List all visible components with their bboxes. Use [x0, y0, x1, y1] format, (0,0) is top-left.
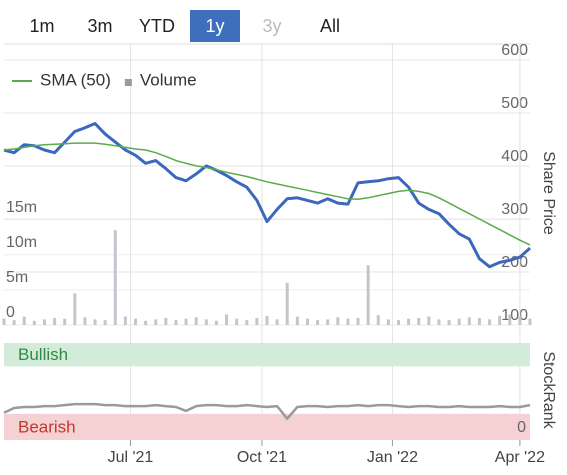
volume-bar — [397, 320, 400, 325]
volume-bar — [154, 319, 158, 325]
y2-tick-label: 0 — [6, 304, 15, 321]
volume-bar — [174, 320, 178, 325]
line — [3, 142, 531, 246]
volume-bar — [407, 318, 411, 325]
legend-swatch — [124, 79, 132, 86]
volume-bar — [113, 230, 117, 325]
volume-bar — [457, 318, 461, 325]
zone — [4, 413, 530, 440]
volume-bar — [508, 314, 512, 325]
volume-bar — [245, 320, 249, 325]
volume-bar — [528, 318, 532, 325]
volume-bar — [366, 265, 370, 325]
y2-tick-label: 10m — [6, 234, 37, 251]
volume-bar — [447, 320, 451, 325]
volume-bar — [386, 319, 390, 325]
range-button-bg[interactable] — [190, 10, 240, 42]
x-tick-label: Oct '21 — [237, 449, 287, 466]
volume-bar — [123, 316, 127, 325]
range-button[interactable]: 3m — [87, 16, 112, 36]
volume-bar — [467, 317, 471, 325]
line — [3, 122, 531, 269]
y-tick-label: 300 — [501, 201, 528, 218]
volume-bar — [265, 315, 269, 325]
volume-bar — [73, 293, 77, 325]
y-tick-label: 500 — [501, 95, 528, 112]
volume-bar — [164, 317, 168, 325]
range-button[interactable]: 1y — [205, 16, 224, 36]
volume-bar — [488, 319, 492, 325]
volume-bar — [477, 317, 481, 325]
y-tick-label: 100 — [501, 307, 528, 324]
zone-label: Bearish — [18, 417, 76, 436]
x-tick-label: Jan '22 — [367, 449, 418, 466]
y-tick-label: 400 — [501, 148, 528, 165]
volume-bar — [214, 320, 218, 325]
volume-bar — [225, 314, 229, 325]
volume-bar — [346, 318, 350, 325]
volume-bar — [134, 318, 137, 325]
legend-label: Volume — [140, 70, 197, 89]
volume-bar — [22, 316, 26, 325]
volume-bar — [376, 315, 380, 325]
y2-tick-label: 5m — [6, 269, 28, 286]
volume-bar — [326, 319, 330, 325]
volume-bar — [518, 316, 522, 325]
volume-bar — [103, 320, 107, 325]
volume-bar — [275, 319, 279, 325]
volume-bar — [235, 318, 239, 325]
volume-bar — [32, 320, 36, 325]
y-tick-label: 200 — [501, 254, 528, 271]
y-tick-label: 0 — [517, 419, 526, 436]
volume-bar — [53, 317, 57, 325]
range-button[interactable]: All — [320, 16, 340, 36]
x-tick-label: Jul '21 — [108, 449, 154, 466]
y-tick-label: 600 — [501, 42, 528, 59]
volume-bar — [63, 318, 67, 325]
x-tick-label: Apr '22 — [495, 449, 545, 466]
volume-bar — [255, 317, 259, 325]
volume-bar — [285, 282, 289, 325]
range-button[interactable]: YTD — [139, 16, 175, 36]
volume-bar — [204, 319, 208, 325]
y-axis-label: StockRank — [540, 351, 557, 429]
volume-bar — [42, 319, 46, 325]
volume-bar — [305, 318, 309, 325]
volume-bar — [427, 316, 431, 325]
zone — [4, 343, 530, 367]
volume-bar — [2, 318, 6, 325]
volume-bar — [93, 319, 97, 325]
volume-bar — [12, 320, 16, 325]
line — [3, 402, 531, 420]
zone-label: Bullish — [18, 345, 68, 364]
y-axis-label: Share Price — [540, 151, 557, 235]
volume-bar — [83, 317, 87, 325]
range-button[interactable]: 1m — [29, 16, 54, 36]
volume-bar — [316, 320, 320, 325]
volume-bar — [356, 317, 360, 325]
y2-tick-label: 15m — [6, 199, 37, 216]
volume-bar — [144, 320, 148, 325]
volume-bar — [336, 317, 340, 325]
volume-bar — [295, 316, 299, 325]
range-button[interactable]: 3y — [262, 16, 281, 36]
volume-bar — [417, 317, 421, 325]
volume-bar — [498, 315, 502, 325]
volume-bar — [194, 317, 198, 325]
volume-bar — [437, 319, 441, 325]
legend-label: SMA (50) — [40, 70, 111, 89]
volume-bar — [184, 318, 188, 325]
